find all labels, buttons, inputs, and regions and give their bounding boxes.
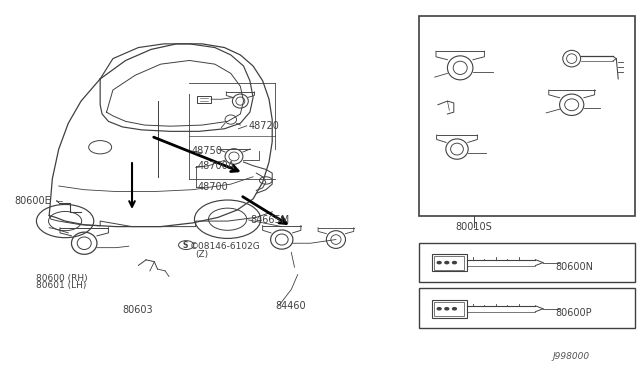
Circle shape bbox=[445, 262, 449, 264]
Text: ©08146-6102G: ©08146-6102G bbox=[189, 243, 260, 251]
Text: 80600 (RH): 80600 (RH) bbox=[36, 274, 88, 283]
Circle shape bbox=[452, 308, 456, 310]
Bar bbox=[419, 288, 636, 328]
Text: 84460: 84460 bbox=[275, 301, 306, 311]
Bar bbox=[434, 302, 464, 316]
Bar bbox=[434, 256, 464, 270]
Text: J998000: J998000 bbox=[552, 352, 589, 361]
Circle shape bbox=[437, 308, 441, 310]
Bar bbox=[197, 96, 211, 103]
Bar bbox=[431, 300, 467, 318]
Text: 80603: 80603 bbox=[122, 305, 153, 315]
Circle shape bbox=[437, 262, 441, 264]
Text: 80600E: 80600E bbox=[14, 196, 51, 206]
Text: 48700: 48700 bbox=[198, 182, 228, 192]
Bar bbox=[419, 243, 636, 282]
Text: S: S bbox=[183, 241, 188, 250]
Text: 48700A: 48700A bbox=[198, 161, 235, 171]
Text: 80601 (LH): 80601 (LH) bbox=[36, 281, 87, 290]
Text: (Z): (Z) bbox=[196, 250, 209, 259]
Text: 48720: 48720 bbox=[248, 121, 280, 131]
Text: 80010S: 80010S bbox=[456, 222, 493, 232]
Bar bbox=[431, 254, 467, 272]
Text: 80600N: 80600N bbox=[556, 262, 594, 272]
Bar bbox=[419, 16, 636, 215]
Text: 48750: 48750 bbox=[191, 146, 222, 156]
Text: 84665M: 84665M bbox=[250, 215, 289, 225]
Circle shape bbox=[445, 308, 449, 310]
Circle shape bbox=[452, 262, 456, 264]
Text: 80600P: 80600P bbox=[556, 308, 593, 318]
